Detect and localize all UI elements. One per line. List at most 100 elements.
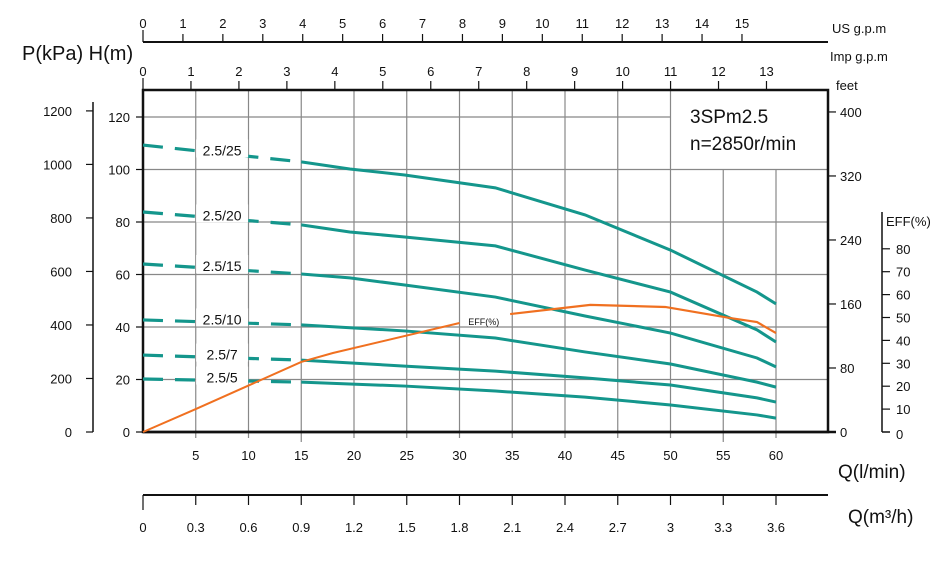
m3h-tick-label: 0.3	[187, 520, 205, 535]
head-curve-2.5/10	[301, 323, 777, 389]
feet-axis-tick-label: 160	[840, 297, 862, 312]
h-axis-tick-label: 20	[116, 373, 130, 388]
us-gpm-tick-label: 13	[655, 16, 669, 31]
efficiency-curve	[142, 322, 460, 433]
m3h-tick-label: 2.1	[503, 520, 521, 535]
us-gpm-tick-label: 7	[419, 16, 426, 31]
h-axis-tick-label: 60	[116, 268, 130, 283]
curve-label: 2.5/5	[207, 370, 238, 386]
m3h-tick-label: 1.5	[398, 520, 416, 535]
eff-axis-tick-label: 70	[896, 265, 910, 280]
imp-gpm-tick-label: 9	[571, 64, 578, 79]
us-gpm-tick-label: 9	[499, 16, 506, 31]
us-gpm-tick-label: 2	[219, 16, 226, 31]
us-gpm-tick-label: 1	[179, 16, 186, 31]
kpa-axis-tick-label: 400	[50, 318, 72, 333]
eff-axis-tick-label: 10	[896, 402, 910, 417]
imp-gpm-tick-label: 1	[187, 64, 194, 79]
feet-axis-title: feet	[836, 78, 858, 93]
curve-label-bg	[196, 308, 249, 327]
curve-label-bg	[196, 343, 249, 362]
x-axis-tick-label: 15	[294, 448, 308, 463]
us-gpm-tick-label: 8	[459, 16, 466, 31]
y-axis-title: P(kPa) H(m)	[22, 43, 133, 65]
efficiency-curve-label: EFF(%)	[468, 317, 499, 327]
us-gpm-tick-label: 0	[139, 16, 146, 31]
h-axis-tick-label: 0	[123, 425, 130, 440]
feet-axis-tick-label: 0	[840, 425, 847, 440]
curve-label-bg	[196, 139, 249, 158]
kpa-axis-tick-label: 800	[50, 211, 72, 226]
curve-label-bg	[196, 204, 249, 223]
feet-axis-tick-label: 80	[840, 361, 854, 376]
m3h-axis-title: Q(m³/h)	[848, 507, 913, 528]
h-axis-tick-label: 100	[108, 163, 130, 178]
feet-axis-tick-label: 240	[840, 233, 862, 248]
m3h-tick-label: 0	[139, 520, 146, 535]
curve-label: 2.5/20	[203, 207, 242, 223]
us-gpm-tick-label: 4	[299, 16, 306, 31]
kpa-axis-tick-label: 600	[50, 264, 72, 279]
x-axis-tick-label: 25	[400, 448, 414, 463]
eff-axis-tick-label: 80	[896, 242, 910, 257]
imp-gpm-tick-label: 3	[283, 64, 290, 79]
head-curve-2.5/25	[301, 160, 777, 306]
imp-gpm-tick-label: 8	[523, 64, 530, 79]
feet-axis-tick-label: 320	[840, 169, 862, 184]
m3h-tick-label: 3	[667, 520, 674, 535]
head-curve-2.5/7	[301, 358, 777, 404]
curve-label-bg	[196, 366, 249, 385]
x-axis-tick-label: 10	[241, 448, 255, 463]
us-gpm-tick-label: 3	[259, 16, 266, 31]
imp-gpm-tick-label: 10	[615, 64, 629, 79]
efficiency-curve-right	[510, 303, 777, 335]
kpa-axis-tick-label: 200	[50, 371, 72, 386]
h-axis-tick-label: 120	[108, 110, 130, 125]
h-axis-tick-label: 40	[116, 320, 130, 335]
m3h-tick-label: 3.6	[767, 520, 785, 535]
m3h-tick-label: 1.8	[450, 520, 468, 535]
x-axis-tick-label: 5	[192, 448, 199, 463]
imp-gpm-tick-label: 7	[475, 64, 482, 79]
x-axis-tick-label: 60	[769, 448, 783, 463]
curve-label: 2.5/25	[203, 142, 242, 158]
curve-label: 2.5/15	[203, 258, 242, 274]
us-gpm-tick-label: 14	[695, 16, 709, 31]
chart-subtitle: n=2850r/min	[690, 134, 796, 155]
x-axis-tick-label: 20	[347, 448, 361, 463]
x-axis-tick-label: 50	[663, 448, 677, 463]
m3h-tick-label: 1.2	[345, 520, 363, 535]
imp-gpm-tick-label: 4	[331, 64, 338, 79]
us-gpm-tick-label: 5	[339, 16, 346, 31]
imp-gpm-tick-label: 0	[139, 64, 146, 79]
eff-axis-tick-label: 0	[896, 427, 903, 442]
feet-axis-tick-label: 400	[840, 105, 862, 120]
imp-gpm-tick-label: 5	[379, 64, 386, 79]
x-axis-tick-label: 40	[558, 448, 572, 463]
x-axis-tick-label: 35	[505, 448, 519, 463]
imp-gpm-tick-label: 6	[427, 64, 434, 79]
curve-label-bg	[196, 254, 249, 273]
m3h-tick-label: 2.4	[556, 520, 574, 535]
eff-axis-tick-label: 60	[896, 288, 910, 303]
imp-gpm-tick-label: 11	[664, 64, 678, 79]
x-axis-tick-label: 55	[716, 448, 730, 463]
head-curve-2.5/15	[301, 272, 777, 369]
imp-gpm-tick-label: 13	[759, 64, 773, 79]
us-gpm-tick-label: 12	[615, 16, 629, 31]
us-gpm-tick-label: 10	[535, 16, 549, 31]
chart-title: 3SPm2.5	[690, 107, 768, 128]
head-curve-2.5/20	[301, 223, 777, 344]
imp-gpm-tick-label: 12	[711, 64, 725, 79]
eff-axis-tick-label: 20	[896, 379, 910, 394]
us-gpm-tick-label: 11	[575, 16, 589, 31]
m3h-tick-label: 0.9	[292, 520, 310, 535]
kpa-axis-tick-label: 1000	[43, 157, 72, 172]
curve-label: 2.5/7	[207, 347, 238, 363]
eff-axis-tick-label: 30	[896, 356, 910, 371]
us-gpm-tick-label: 6	[379, 16, 386, 31]
m3h-tick-label: 0.6	[239, 520, 257, 535]
kpa-axis-tick-label: 0	[65, 425, 72, 440]
us-gpm-tick-label: 15	[735, 16, 749, 31]
eff-axis-tick-label: 50	[896, 311, 910, 326]
